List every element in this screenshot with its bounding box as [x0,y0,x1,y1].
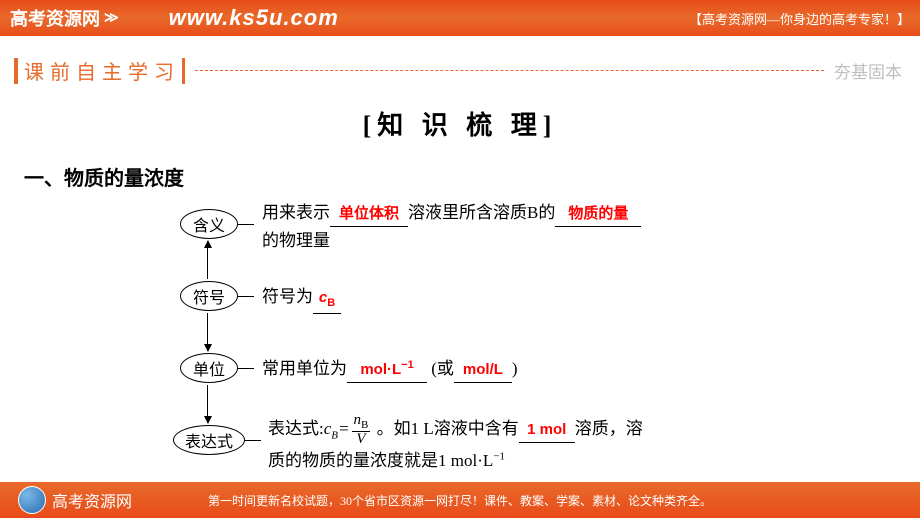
c1-blank1: 单位体积 [339,205,399,222]
c2-blank: cB [319,289,335,306]
node-symbol: 符号 [180,281,238,311]
c4-lhs: cB= [324,419,350,438]
sub-heading: 一、物质的量浓度 [24,162,920,191]
c4-after: 溶质，溶 [575,419,643,438]
globe-icon [18,486,46,514]
arrow-1 [207,241,208,279]
logo-text: 高考资源网 [10,5,100,31]
c3-blank2: mol/L [463,361,503,378]
section-bar-right [182,58,185,84]
node-expression: 表达式 [173,425,245,455]
logo-arrow-icon: ≫ [104,10,119,27]
concept-diagram: 含义 符号 单位 表达式 用来表示单位体积溶液里所含溶质B的物质的量 的物理量 … [180,201,920,461]
site-url: www.ks5u.com [169,5,339,31]
node-unit: 单位 [180,353,238,383]
section-bar-left [14,58,18,84]
node-meaning: 含义 [180,209,238,239]
content-symbol: 符号为 cB [262,283,341,314]
section-title: 课前自主学习 [24,56,180,85]
c1-mid: 溶液里所含溶质B的 [408,203,555,222]
footer-text: 第一时间更新名校试题，30个省市区资源一网打尽！课件、教案、学案、素材、论文种类… [208,492,712,509]
c3-suffix: ) [512,359,518,378]
hconn-3 [238,368,254,369]
c4-prefix: 表达式: [268,419,324,438]
bottom-banner: 高考资源网 第一时间更新名校试题，30个省市区资源一网打尽！课件、教案、学案、素… [0,482,920,518]
content-meaning: 用来表示单位体积溶液里所含溶质B的物质的量 的物理量 [262,199,802,254]
c4-line2: 质的物质的量浓度就是1 mol·L−1 [268,451,505,470]
bottom-logo-text: 高考资源网 [52,488,132,512]
c2-prefix: 符号为 [262,287,313,306]
c1-prefix: 用来表示 [262,203,330,222]
c1-blank2: 物质的量 [568,205,628,222]
hconn-2 [238,296,254,297]
c3-prefix: 常用单位为 [262,359,347,378]
hconn-1 [238,224,254,225]
c4-fraction: nBV [352,413,371,447]
c4-mid: 。如1 L溶液中含有 [377,419,519,438]
dotted-divider [195,70,824,71]
top-banner: 高考资源网 ≫ www.ks5u.com 【高考资源网—你身边的高考专家！】 [0,0,920,36]
content-unit: 常用单位为 mol·L−1 (或 mol/L) [262,355,518,383]
section-subtitle: 夯基固本 [834,58,902,83]
c3-blank1: mol·L−1 [360,361,413,378]
c1-suffix: 的物理量 [262,231,330,250]
hconn-4 [245,440,261,441]
section-header: 课前自主学习 夯基固本 [14,56,920,85]
content-expression: 表达式:cB=nBV 。如1 L溶液中含有 1 mol 溶质，溶 质的物质的量浓度就… [268,413,808,474]
site-logo: 高考资源网 ≫ [10,5,119,31]
arrow-3 [207,385,208,423]
c3-mid: (或 [431,359,454,378]
site-tagline: 【高考资源网—你身边的高考专家！】 [689,9,910,28]
main-title: [知 识 梳 理] [0,105,920,142]
bottom-logo: 高考资源网 [18,486,132,514]
c4-blank: 1 mol [527,421,566,438]
arrow-2 [207,313,208,351]
